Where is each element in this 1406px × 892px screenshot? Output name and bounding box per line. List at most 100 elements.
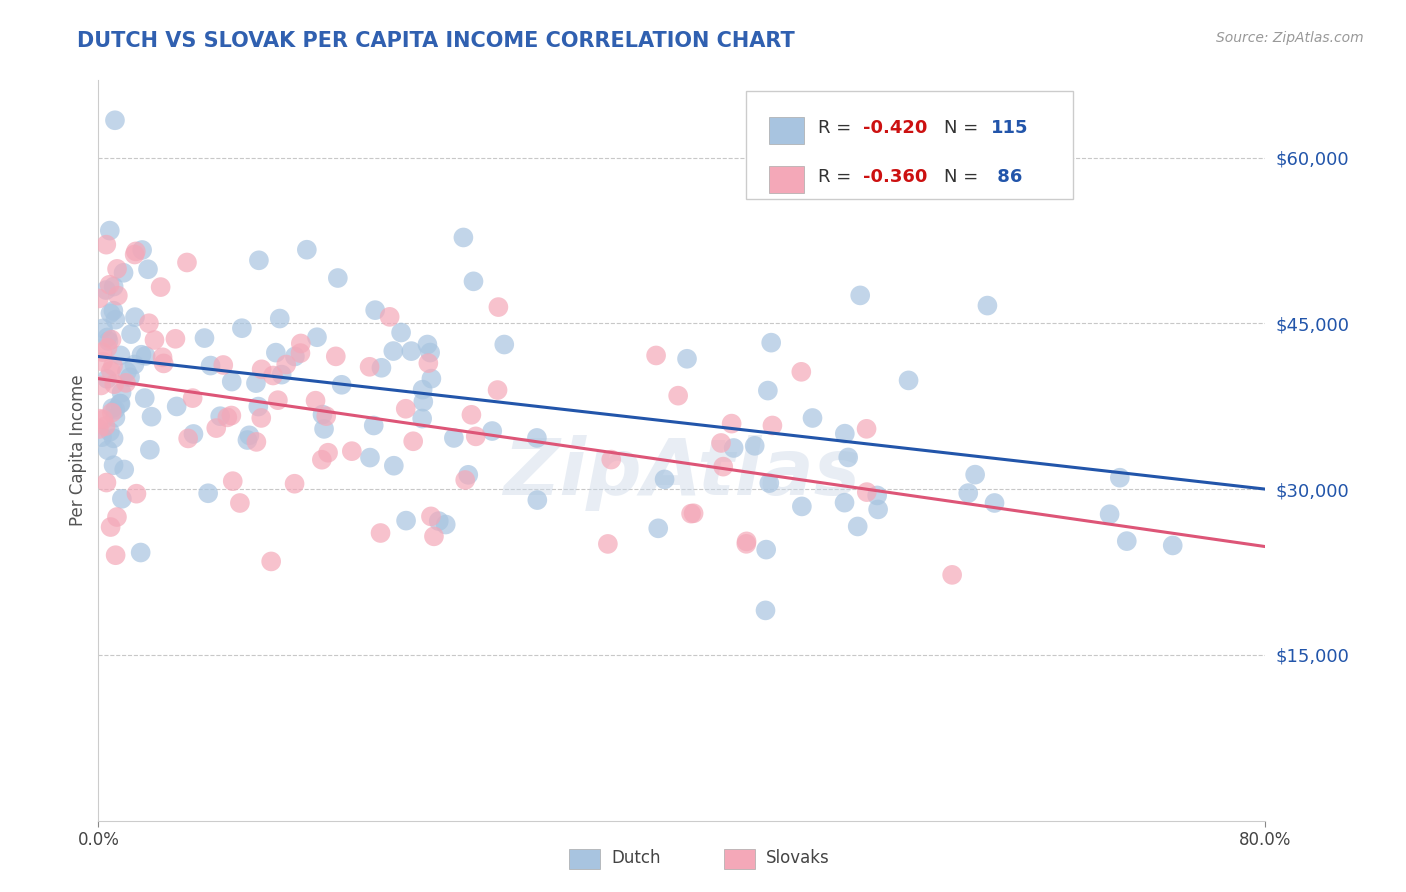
Point bbox=[139, 442, 162, 457]
Point bbox=[166, 400, 188, 414]
Point bbox=[463, 274, 485, 288]
Point bbox=[723, 441, 745, 455]
FancyBboxPatch shape bbox=[769, 166, 804, 193]
Point bbox=[245, 434, 267, 449]
Point bbox=[759, 335, 782, 350]
Point bbox=[245, 376, 267, 391]
Point bbox=[250, 362, 273, 376]
Point bbox=[100, 333, 122, 347]
Text: N =: N = bbox=[945, 168, 984, 186]
Point bbox=[735, 534, 758, 549]
Point bbox=[654, 472, 676, 486]
Point bbox=[866, 488, 889, 502]
Point bbox=[711, 459, 734, 474]
Point bbox=[846, 519, 869, 533]
Point bbox=[311, 452, 333, 467]
Point bbox=[666, 389, 689, 403]
Point bbox=[110, 385, 132, 400]
Point bbox=[124, 310, 146, 325]
Point bbox=[1161, 538, 1184, 552]
Point bbox=[91, 345, 114, 359]
Point bbox=[229, 496, 252, 510]
Point bbox=[494, 337, 516, 351]
Point bbox=[131, 348, 153, 362]
Point bbox=[645, 349, 668, 363]
Point bbox=[754, 603, 776, 617]
Point bbox=[125, 486, 148, 500]
Point bbox=[176, 255, 198, 269]
Point bbox=[267, 393, 290, 408]
Point bbox=[420, 371, 443, 385]
Point bbox=[395, 401, 418, 416]
Point bbox=[370, 360, 392, 375]
FancyBboxPatch shape bbox=[747, 91, 1073, 199]
FancyBboxPatch shape bbox=[769, 117, 804, 144]
Point bbox=[103, 303, 125, 318]
Point bbox=[100, 306, 122, 320]
Point bbox=[311, 408, 333, 422]
Point bbox=[110, 348, 132, 362]
Point bbox=[837, 450, 859, 465]
Point bbox=[115, 376, 138, 390]
Point bbox=[165, 332, 187, 346]
Point bbox=[115, 365, 138, 379]
Point bbox=[402, 434, 425, 449]
Point bbox=[104, 548, 127, 562]
Point bbox=[284, 476, 307, 491]
Point bbox=[419, 345, 441, 359]
Text: 115: 115 bbox=[991, 119, 1029, 136]
Point bbox=[756, 384, 779, 398]
Point bbox=[370, 526, 392, 541]
Point bbox=[600, 452, 623, 467]
Point bbox=[427, 514, 450, 528]
Point bbox=[290, 336, 312, 351]
Point bbox=[136, 262, 159, 277]
Point bbox=[205, 421, 228, 435]
Point bbox=[101, 401, 124, 416]
Point bbox=[87, 292, 110, 306]
Point bbox=[290, 346, 312, 360]
Point bbox=[744, 439, 766, 453]
Point bbox=[238, 428, 260, 442]
Point bbox=[231, 321, 253, 335]
Text: Slovaks: Slovaks bbox=[766, 849, 830, 867]
Point bbox=[401, 344, 423, 359]
Text: Source: ZipAtlas.com: Source: ZipAtlas.com bbox=[1216, 31, 1364, 45]
Point bbox=[134, 391, 156, 405]
Point bbox=[389, 326, 412, 340]
Point bbox=[152, 351, 174, 365]
Point bbox=[801, 411, 824, 425]
Y-axis label: Per Capita Income: Per Capita Income bbox=[69, 375, 87, 526]
Point bbox=[276, 358, 298, 372]
Point bbox=[378, 310, 401, 324]
Point bbox=[96, 330, 118, 344]
Point bbox=[96, 475, 118, 490]
Point bbox=[107, 288, 129, 302]
Point bbox=[177, 432, 200, 446]
Point bbox=[91, 355, 114, 369]
Point bbox=[526, 493, 548, 508]
Point bbox=[97, 334, 120, 348]
Point bbox=[143, 333, 166, 347]
Point bbox=[454, 473, 477, 487]
Point bbox=[200, 359, 222, 373]
Point bbox=[193, 331, 215, 345]
Point bbox=[89, 411, 111, 425]
Point bbox=[326, 271, 349, 285]
Point bbox=[295, 243, 318, 257]
Point bbox=[363, 418, 385, 433]
Point bbox=[1108, 471, 1130, 485]
Point bbox=[647, 521, 669, 535]
Point bbox=[1098, 508, 1121, 522]
Point bbox=[247, 400, 270, 414]
Point bbox=[181, 391, 204, 405]
Point bbox=[957, 486, 980, 500]
Point bbox=[247, 253, 270, 268]
Point bbox=[100, 364, 122, 378]
Point bbox=[124, 247, 146, 261]
Point bbox=[486, 300, 509, 314]
Point bbox=[103, 279, 125, 293]
Point bbox=[262, 368, 284, 383]
Point bbox=[418, 356, 440, 370]
Point bbox=[221, 409, 243, 423]
